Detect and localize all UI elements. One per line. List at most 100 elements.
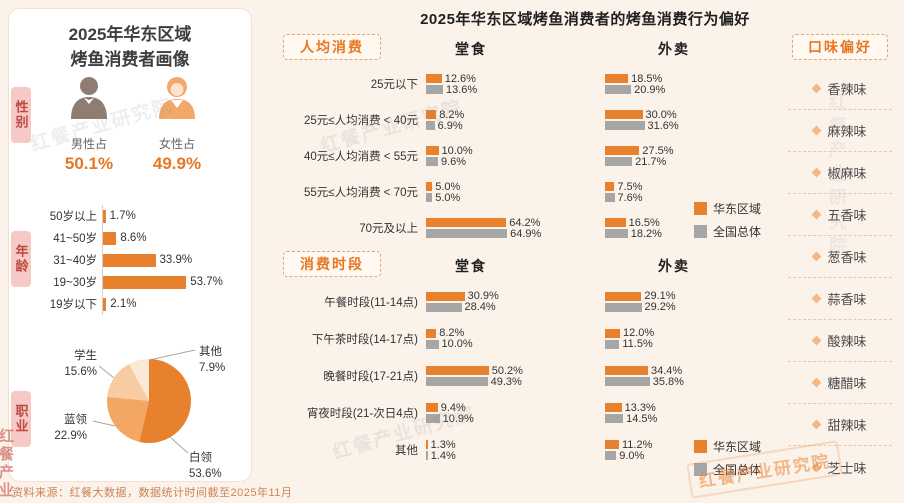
age-bar-track: 1.7% xyxy=(102,205,243,227)
pie-slice-value: 7.9% xyxy=(199,361,226,374)
east-region-bar xyxy=(426,366,489,375)
flavor-item: 椒麻味 xyxy=(788,152,892,194)
flavor-item: 蒜香味 xyxy=(788,278,892,320)
occupation-tab: 职业 xyxy=(11,391,31,447)
bar-value: 12.6% xyxy=(444,72,476,85)
national-bar xyxy=(426,229,508,238)
age-bar-track: 53.7% xyxy=(102,271,243,293)
takeout-bar-pair: 12.0% 11.5% xyxy=(605,327,784,351)
bar-line: 12.0% xyxy=(605,327,784,339)
flavor-label: 甜辣味 xyxy=(827,418,867,433)
bar-line: 9.4% xyxy=(426,402,605,414)
diamond-bullet-icon xyxy=(812,377,822,388)
diamond-bullet-icon xyxy=(812,209,822,220)
per-capita-rows: 25元以下 12.6% 13.6% 18.5% 20.9% 25元≤人均消费 < 40元 8… xyxy=(272,66,784,246)
east-region-bar xyxy=(426,110,437,119)
east-region-bar xyxy=(605,182,615,191)
legend-label-national: 全国总体 xyxy=(713,225,762,239)
legend-item-east: 华东区域 xyxy=(694,438,761,455)
gender-tab: 性别 xyxy=(11,87,31,143)
dine-in-bar-pair: 1.3% 1.4% xyxy=(426,439,605,462)
east-region-bar xyxy=(605,218,626,227)
bar-line: 9.6% xyxy=(426,155,605,168)
left-panel-title-line2: 烤鱼消费者画像 xyxy=(70,49,190,69)
bar-line: 5.0% xyxy=(426,192,605,204)
row-label: 55元≤人均消费 < 70元 xyxy=(304,187,418,199)
row-label: 午餐时段(11-14点) xyxy=(324,296,418,309)
takeout-bar-pair: 29.1% 29.2% xyxy=(605,290,784,313)
national-bar xyxy=(426,193,433,202)
bar-line: 8.2% xyxy=(426,327,605,340)
bar-line: 27.5% xyxy=(605,145,784,157)
east-region-bar xyxy=(605,366,648,375)
bar-value: 18.2% xyxy=(630,227,662,240)
age-chart-row: 19~30岁 53.7% xyxy=(35,271,243,293)
dine-in-bar-pair: 64.2% 64.9% xyxy=(426,217,605,240)
flavor-item: 麻辣味 xyxy=(788,110,892,152)
age-bar-value: 2.1% xyxy=(110,298,137,310)
national-bar xyxy=(605,414,624,424)
row-label: 70元及以上 xyxy=(359,223,418,235)
dine-in-bar-pair: 10.0% 9.6% xyxy=(426,145,605,168)
diamond-bullet-icon xyxy=(812,419,822,430)
male-label: 男性占 xyxy=(70,137,107,151)
bar-value: 35.8% xyxy=(652,375,684,388)
bar-line: 64.9% xyxy=(426,228,605,240)
bar-value: 9.6% xyxy=(441,155,467,168)
female-label: 女性占 xyxy=(158,137,195,151)
legend-item-national: 全国总体 xyxy=(694,223,761,240)
bar-line: 8.2% xyxy=(426,108,605,121)
age-bar xyxy=(103,231,117,245)
takeout-bar-pair: 7.5% 7.6% xyxy=(605,181,784,204)
dine-in-bar-pair: 8.2% 6.9% xyxy=(426,108,605,132)
bar-value: 20.9% xyxy=(634,83,666,96)
diamond-bullet-icon xyxy=(812,251,822,262)
chart-row: 其他 1.3% 1.4% 11.2% 9.0% xyxy=(272,432,784,469)
takeout-bar-pair: 30.0% 31.6% xyxy=(605,109,784,132)
flavor-label: 芝士味 xyxy=(827,460,867,476)
bar-line: 5.0% xyxy=(426,181,605,193)
flavor-label: 香辣味 xyxy=(827,82,867,97)
pie-label-student: 学生 15.6% xyxy=(35,349,97,380)
legend-item-national: 全国总体 xyxy=(694,461,761,478)
chart-row: 70元及以上 64.2% 64.9% 16.5% 18.2% xyxy=(272,210,784,246)
bar-value: 11.5% xyxy=(622,338,653,351)
flavor-item: 芝士味 xyxy=(788,446,892,488)
bar-line: 13.3% xyxy=(605,402,784,414)
national-bar xyxy=(605,157,633,166)
age-row-label: 31~40岁 xyxy=(53,255,97,267)
east-region-bar xyxy=(426,403,438,413)
row-label: 宵夜时段(21-次日4点) xyxy=(306,408,418,421)
east-region-bar xyxy=(426,182,433,191)
age-bar-track: 2.1% xyxy=(102,293,243,315)
bar-value: 9.0% xyxy=(619,449,645,462)
bar-line: 31.6% xyxy=(605,119,784,132)
time-slots-dine-in-header: 堂食 xyxy=(455,258,487,274)
bar-line: 13.6% xyxy=(426,84,605,96)
east-region-bar xyxy=(426,218,507,227)
chart-row: 55元≤人均消费 < 70元 5.0% 5.0% 7.5% 7.6% xyxy=(272,174,784,210)
flavor-label: 糖醋味 xyxy=(827,376,867,391)
east-region-bar xyxy=(426,74,442,83)
bar-value: 10.9% xyxy=(442,412,474,425)
age-chart-row: 31~40岁 33.9% xyxy=(35,249,243,271)
row-label: 下午茶时段(14-17点) xyxy=(311,333,418,346)
pie-slice-name: 其他 xyxy=(199,346,222,358)
age-bar xyxy=(103,209,106,223)
bar-value: 8.2% xyxy=(439,327,465,340)
pie-slice-value: 15.6% xyxy=(64,365,97,378)
bar-value: 34.4% xyxy=(651,364,683,377)
bar-value: 31.6% xyxy=(647,119,679,132)
chart-row: 午餐时段(11-14点) 30.9% 28.4% 29.1% 29.2% xyxy=(272,283,784,320)
flavor-item: 葱香味 xyxy=(788,236,892,278)
row-label: 25元≤人均消费 < 40元 xyxy=(304,115,418,127)
east-region-bar xyxy=(605,403,622,413)
takeout-bar-pair: 16.5% 18.2% xyxy=(605,217,784,240)
female-value: 49.9% xyxy=(152,154,202,173)
bar-line: 1.4% xyxy=(426,450,605,462)
bar-line: 10.0% xyxy=(426,338,605,350)
bar-value: 8.2% xyxy=(439,108,465,121)
flavor-label: 葱香味 xyxy=(827,250,867,265)
diamond-bullet-icon xyxy=(812,293,822,304)
bar-line: 7.5% xyxy=(605,181,784,193)
